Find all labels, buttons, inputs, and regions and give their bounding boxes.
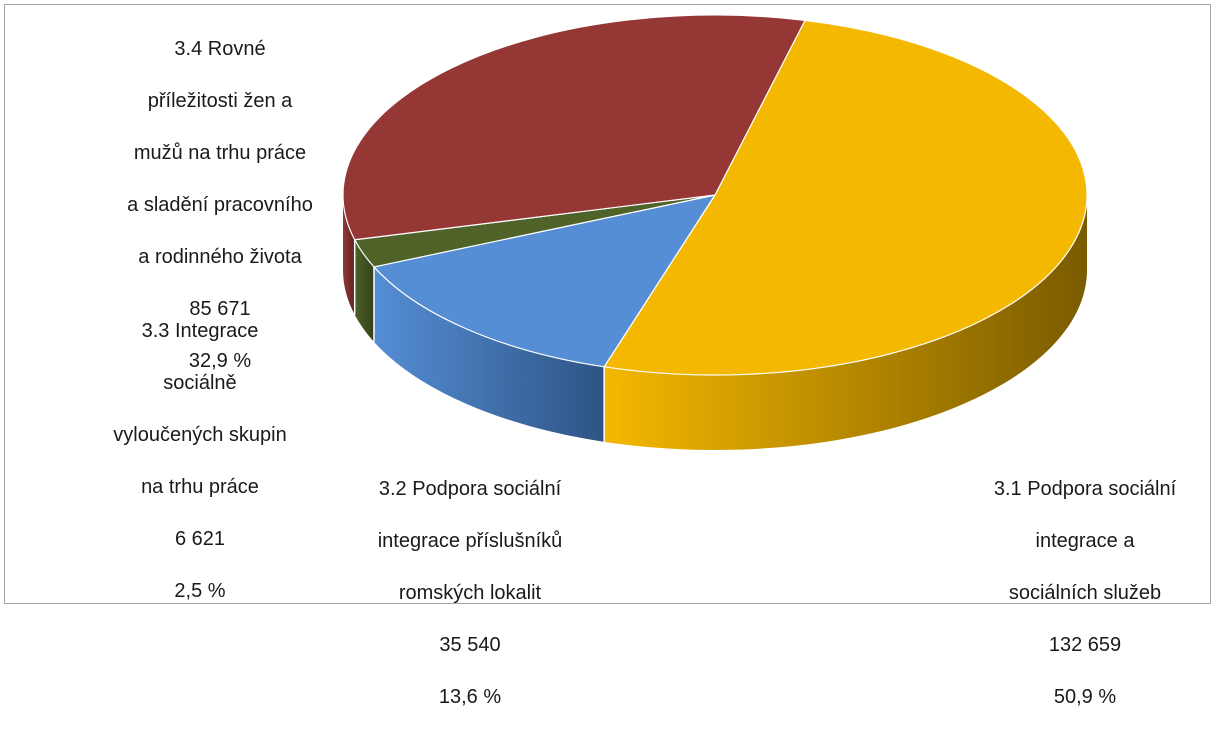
slice-label-line: vyloučených skupin: [113, 424, 287, 446]
slice-label-line: romských lokalit: [398, 582, 542, 604]
pie-slice-2: [373, 194, 716, 368]
slice-label-line: a rodinného života: [138, 246, 302, 268]
slice-label-line: 3.2 Podpora sociální: [378, 478, 562, 500]
slice-label-line: integrace a: [1035, 530, 1135, 552]
slice-label-3-3: 3.3 Integrace sociálně vyloučených skupi…: [85, 292, 315, 630]
slice-label-line: 3.1 Podpora sociální: [993, 478, 1177, 500]
slice-label-3-1: 3.1 Podpora sociální integrace a sociáln…: [965, 450, 1205, 736]
slice-percent: 13,6 %: [438, 686, 502, 708]
slice-value: 35 540: [439, 634, 501, 656]
pie-slice-side: [604, 195, 1087, 450]
slice-label-line: příležitosti žen a: [147, 90, 293, 112]
slice-label-3-4: 3.4 Rovné příležitosti žen a mužů na trh…: [90, 10, 350, 400]
slice-value: 132 659: [1048, 634, 1122, 656]
pie-chart: [342, 14, 1088, 450]
slice-label-line: mužů na trhu práce: [133, 142, 307, 164]
slice-label-line: 3.4 Rovné: [174, 38, 266, 60]
slice-value: 6 621: [174, 528, 226, 550]
slice-label-line: sociálně: [163, 372, 237, 394]
slice-label-line: a sladění pracovního: [127, 194, 313, 216]
pie-slice-side: [354, 239, 374, 342]
slice-label-line: integrace příslušníků: [377, 530, 563, 552]
chart-frame: [4, 4, 1211, 604]
slice-percent: 50,9 %: [1053, 686, 1117, 708]
slice-percent: 2,5 %: [174, 580, 226, 602]
pie-slice-side: [343, 195, 355, 315]
slice-label-3-2: 3.2 Podpora sociální integrace příslušní…: [340, 450, 600, 736]
slice-value: 85 671: [189, 298, 251, 320]
pie-slice-1: [603, 19, 1088, 376]
pie-slice-4: [342, 14, 806, 241]
slice-label-line: 3.3 Integrace: [141, 320, 259, 342]
slice-percent: 32,9 %: [188, 350, 252, 372]
slice-label-line: sociálních služeb: [1008, 582, 1162, 604]
pie-slice-side: [373, 266, 605, 442]
slice-label-line: na trhu práce: [141, 476, 259, 498]
